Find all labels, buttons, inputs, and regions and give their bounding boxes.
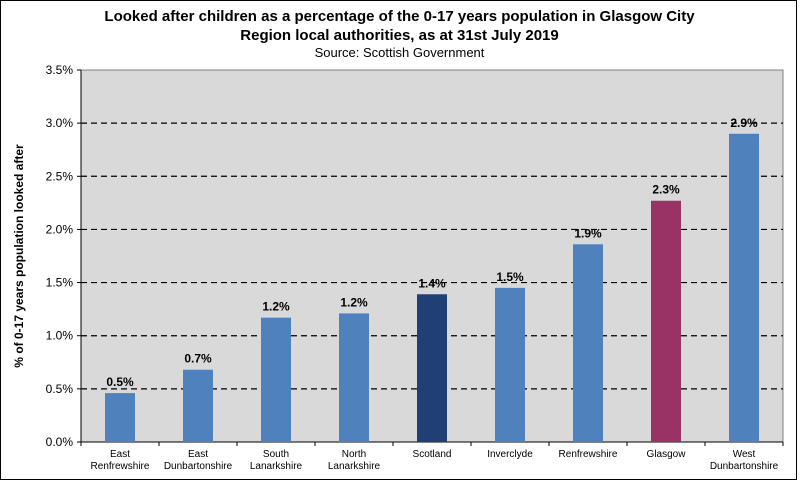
- bar: [417, 294, 447, 442]
- x-category-label: East: [110, 449, 130, 460]
- chart-title-line-1: Looked after children as a percentage of…: [104, 8, 695, 25]
- bar: [573, 244, 603, 442]
- x-category-label: West: [733, 449, 756, 460]
- chart-subtitle: Source: Scottish Government: [314, 45, 485, 60]
- bar: [495, 287, 525, 442]
- bar: [729, 133, 759, 442]
- data-label: 1.2%: [340, 295, 368, 309]
- y-tick-label: 0.0%: [46, 435, 74, 449]
- x-category-label: Inverclyde: [487, 449, 533, 460]
- data-label: 1.9%: [574, 226, 602, 240]
- y-tick-label: 2.5%: [46, 169, 74, 183]
- x-category-label: Glasgow: [647, 449, 687, 460]
- bar: [651, 200, 681, 442]
- x-category-label: North: [342, 449, 366, 460]
- data-label: 1.5%: [496, 270, 524, 284]
- x-category-label: Dunbartonshire: [710, 461, 779, 472]
- y-tick-label: 3.5%: [46, 63, 74, 77]
- bar: [261, 317, 291, 442]
- x-category-label: East: [188, 449, 208, 460]
- y-tick-label: 3.0%: [46, 116, 74, 130]
- y-tick-label: 0.5%: [46, 382, 74, 396]
- x-category-label: Renfrewshire: [91, 461, 150, 472]
- bar: [339, 313, 369, 442]
- bar: [105, 393, 135, 442]
- x-category-label: Lanarkshire: [250, 461, 303, 472]
- data-label: 2.9%: [730, 116, 758, 130]
- x-category-label: South: [263, 449, 289, 460]
- x-category-label: Scotland: [413, 449, 452, 460]
- y-tick-label: 1.0%: [46, 329, 74, 343]
- chart-title-line-2: Region local authorities, as at 31st Jul…: [240, 27, 559, 44]
- x-category-label: Renfrewshire: [559, 449, 618, 460]
- data-label: 0.5%: [106, 375, 134, 389]
- bar: [183, 369, 213, 442]
- x-category-label: Lanarkshire: [328, 461, 381, 472]
- chart-title-block: Looked after children as a percentage of…: [1, 7, 798, 60]
- data-label: 0.7%: [184, 352, 212, 366]
- y-tick-label: 1.5%: [46, 276, 74, 290]
- y-tick-label: 2.0%: [46, 222, 74, 236]
- data-label: 2.3%: [652, 183, 680, 197]
- y-axis-title: % of 0-17 years population looked after: [12, 144, 26, 368]
- data-label: 1.2%: [262, 300, 290, 314]
- x-category-label: Dunbartonshire: [164, 461, 233, 472]
- data-label: 1.4%: [418, 276, 446, 290]
